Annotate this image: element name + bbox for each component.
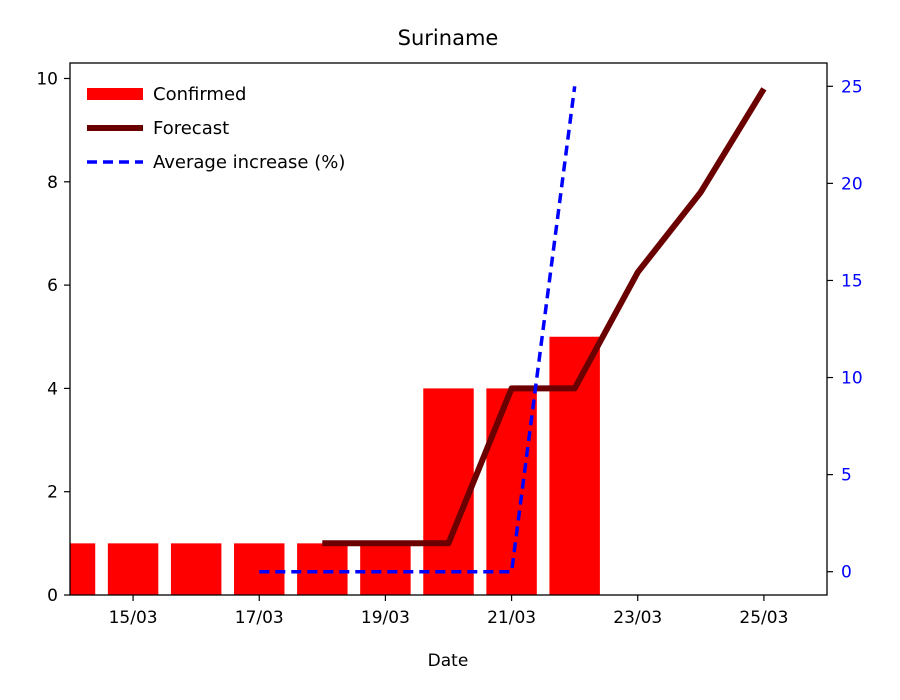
y-right-tick-label: 25 [841,77,863,97]
bar-confirmed-20-03 [423,388,474,595]
legend: Confirmed Forecast Average increase (%) [87,84,345,173]
bar-confirmed-17-03 [234,543,285,595]
y-right-tick-label: 15 [841,271,863,291]
legend-swatch-confirmed [87,88,143,100]
y-tick-label: 0 [47,586,58,606]
y-tick-label: 2 [47,483,58,503]
y-tick-label: 6 [47,276,58,296]
y-tick-label: 4 [47,379,58,399]
bar-confirmed-15-03 [107,543,159,595]
series-line-forecast [322,87,767,547]
plot-frame [69,62,828,596]
x-tick-label: 21/03 [487,608,536,628]
y-right-tick-label: 10 [841,369,863,389]
x-axis-label: Date [428,651,469,671]
y-tick-label: 8 [47,173,58,193]
x-tick-label: 19/03 [361,608,410,628]
legend-label-average-increase: Average increase (%) [153,152,345,173]
bar-confirmed-14-03 [70,543,96,595]
y-tick-label: 10 [36,69,58,89]
y-right-tick-label: 5 [841,466,852,486]
lines-layer [259,86,767,574]
bars-layer [70,336,600,595]
x-tick-label: 23/03 [613,608,662,628]
bar-confirmed-19-03 [360,543,411,595]
legend-label-forecast: Forecast [153,118,229,139]
bar-confirmed-18-03 [297,543,348,595]
ticks-layer: 15/03 17/03 19/03 21/03 23/03 25/03 0 2 4 6 8 10 0 5 1… [36,69,862,628]
series-line-average-increase [259,86,577,574]
y-right-tick-label: 20 [841,174,863,194]
legend-label-confirmed: Confirmed [153,84,246,105]
x-tick-label: 17/03 [235,608,284,628]
chart-title: Suriname [398,26,499,50]
x-tick-label: 25/03 [739,608,788,628]
x-tick-label: 15/03 [109,608,158,628]
y-right-tick-label: 0 [841,563,852,583]
bar-confirmed-22-03 [549,336,600,595]
bar-confirmed-16-03 [170,543,222,595]
